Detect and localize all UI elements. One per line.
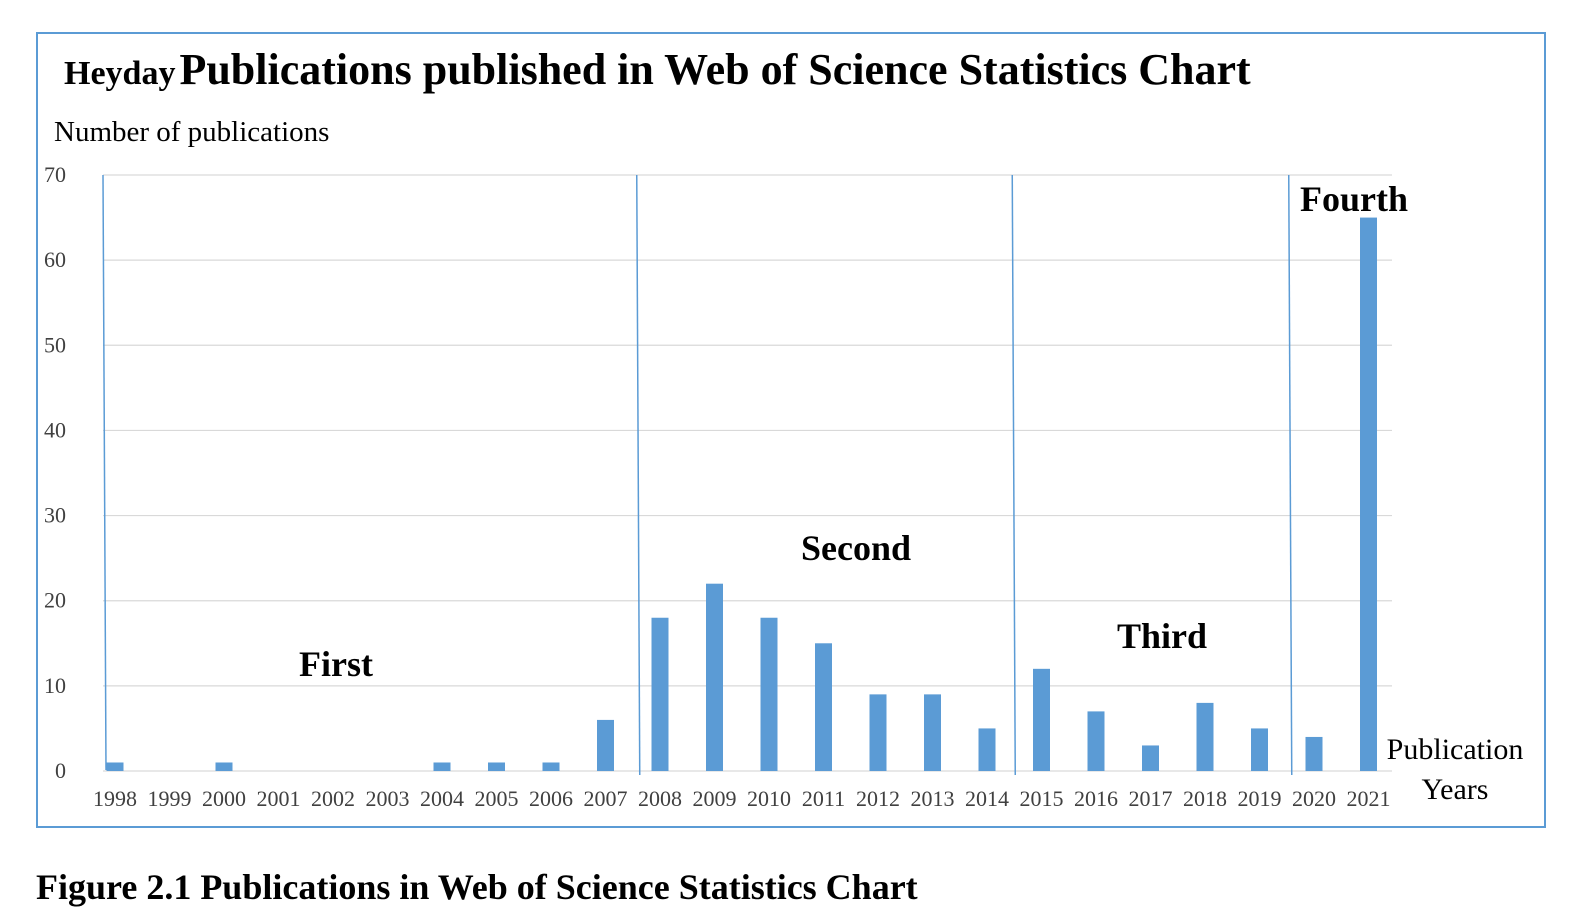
x-axis-label: Publication Years (1386, 733, 1524, 806)
y-tick-label: 60 (44, 247, 66, 272)
x-tick-label: 2016 (1074, 786, 1118, 811)
x-tick-label: 2020 (1292, 786, 1336, 811)
bar-2018 (1196, 702, 1214, 771)
era-label-first: First (299, 644, 373, 684)
x-tick-label: 2006 (529, 786, 573, 811)
x-tick-label: 2000 (202, 786, 246, 811)
bar-2005 (488, 762, 505, 771)
x-tick-label: 2012 (856, 786, 900, 811)
era-divider-line (636, 174, 641, 776)
chart-title: Heyday Publications published in Web of … (64, 44, 1251, 95)
x-tick-label: 2010 (747, 786, 791, 811)
bar-2013 (924, 694, 941, 771)
era-divider-line (1011, 174, 1016, 776)
x-tick-label: 1999 (148, 786, 192, 811)
y-tick-label: 70 (44, 162, 66, 187)
bar-2020 (1305, 736, 1323, 771)
x-tick-label: 2011 (802, 786, 845, 811)
era-label-second: Second (801, 528, 911, 568)
bar-2006 (542, 762, 560, 771)
x-tick-label: 2002 (311, 786, 355, 811)
y-tick-label: 50 (44, 332, 66, 357)
y-tick-label: 40 (44, 417, 66, 442)
x-tick-label: 2001 (257, 786, 301, 811)
x-tick-label: 2021 (1347, 786, 1391, 811)
bar-2007 (597, 719, 614, 771)
x-tick-label: 2015 (1020, 786, 1064, 811)
y-tick-label: 20 (44, 588, 66, 613)
era-label-fourth: Fourth (1300, 179, 1408, 219)
bar-2011 (815, 643, 832, 771)
y-axis-label: Number of publications (54, 116, 330, 148)
x-tick-label: 2009 (693, 786, 737, 811)
bar-2019 (1251, 728, 1268, 771)
x-tick-label: 2007 (584, 786, 628, 811)
figure-caption: Figure 2.1 Publications in Web of Scienc… (36, 867, 918, 907)
era-divider-line (102, 174, 107, 771)
x-tick-label: 2017 (1129, 786, 1173, 811)
bar-2009 (706, 583, 723, 771)
bar-2000 (215, 762, 233, 771)
chart-title-prefix: Heyday (64, 55, 176, 92)
bar-1998 (106, 762, 124, 771)
x-tick-label: 2005 (475, 786, 519, 811)
era-divider-line (1288, 174, 1293, 776)
x-tick-label: 2018 (1183, 786, 1227, 811)
y-tick-label: 10 (44, 673, 66, 698)
x-tick-label: 2008 (638, 786, 682, 811)
era-label-third: Third (1117, 616, 1207, 656)
bar-2010 (760, 617, 778, 771)
x-tick-label: 2004 (420, 786, 464, 811)
bar-2004 (433, 762, 451, 771)
bar-2021 (1360, 217, 1377, 772)
x-tick-label: 1998 (93, 786, 137, 811)
bar-2012 (869, 694, 887, 771)
bar-2015 (1033, 668, 1050, 771)
x-tick-label: 2019 (1238, 786, 1282, 811)
x-tick-label: 2014 (965, 786, 1009, 811)
bar-2008 (651, 617, 669, 771)
bar-2017 (1142, 745, 1159, 771)
bar-2014 (978, 728, 996, 771)
bar-2016 (1087, 711, 1105, 771)
chart-frame (36, 32, 1546, 828)
x-tick-label: 2013 (911, 786, 955, 811)
y-tick-label: 0 (55, 758, 66, 783)
x-tick-label: 2003 (366, 786, 410, 811)
chart-title-main: Publications published in Web of Science… (179, 45, 1251, 94)
y-tick-label: 30 (44, 503, 66, 528)
